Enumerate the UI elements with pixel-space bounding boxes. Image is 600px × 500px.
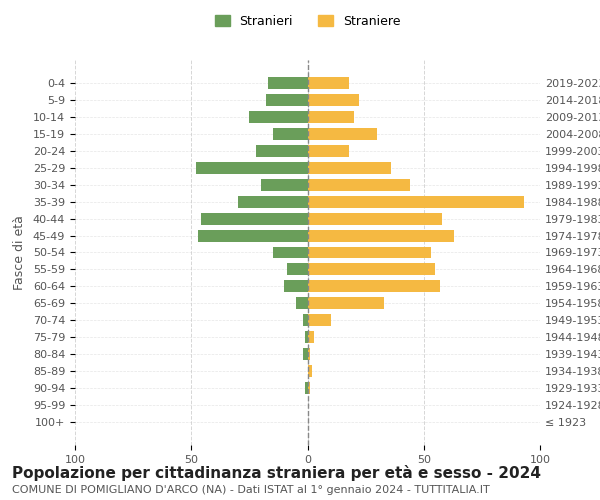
Bar <box>305 382 308 394</box>
Bar <box>308 162 391 174</box>
Bar <box>268 78 308 90</box>
Bar <box>308 230 454 241</box>
Bar <box>196 162 308 174</box>
Bar <box>250 112 308 123</box>
Bar <box>308 365 312 377</box>
Bar <box>308 78 349 90</box>
Bar <box>256 145 308 157</box>
Bar <box>308 213 442 224</box>
Bar <box>308 246 431 258</box>
Bar <box>303 348 308 360</box>
Bar <box>284 280 308 292</box>
Bar <box>308 298 384 309</box>
Bar <box>308 112 354 123</box>
Bar <box>308 264 436 276</box>
Y-axis label: Fasce di età: Fasce di età <box>13 215 26 290</box>
Text: Popolazione per cittadinanza straniera per età e sesso - 2024: Popolazione per cittadinanza straniera p… <box>12 465 541 481</box>
Bar <box>305 331 308 343</box>
Bar <box>198 230 308 241</box>
Bar <box>308 145 349 157</box>
Bar <box>308 128 377 140</box>
Bar <box>308 280 440 292</box>
Bar <box>272 246 308 258</box>
Bar <box>308 331 314 343</box>
Bar <box>308 348 310 360</box>
Bar <box>200 213 308 224</box>
Bar <box>238 196 308 207</box>
Bar <box>308 314 331 326</box>
Bar <box>303 314 308 326</box>
Bar <box>272 128 308 140</box>
Legend: Stranieri, Straniere: Stranieri, Straniere <box>209 10 406 33</box>
Bar <box>308 196 524 207</box>
Bar <box>308 94 359 106</box>
Bar <box>266 94 308 106</box>
Bar <box>287 264 308 276</box>
Bar <box>308 382 310 394</box>
Bar <box>296 298 308 309</box>
Text: COMUNE DI POMIGLIANO D'ARCO (NA) - Dati ISTAT al 1° gennaio 2024 - TUTTITALIA.IT: COMUNE DI POMIGLIANO D'ARCO (NA) - Dati … <box>12 485 490 495</box>
Bar <box>308 179 410 191</box>
Bar <box>261 179 308 191</box>
